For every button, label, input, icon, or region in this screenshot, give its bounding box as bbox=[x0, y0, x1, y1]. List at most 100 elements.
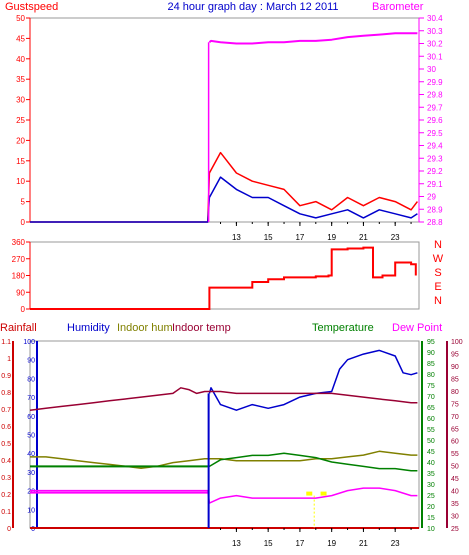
gust-tick-label: 35 bbox=[16, 75, 25, 84]
x-tick-label: 13 bbox=[232, 539, 241, 548]
humidity-tick-label: 30 bbox=[27, 470, 35, 477]
rainfall-label: Rainfall bbox=[0, 322, 37, 334]
x-tick-label: 17 bbox=[295, 539, 304, 548]
bottom-x-axis: 13 15 17 19 21 23 bbox=[220, 528, 412, 548]
wind-direction-plot-area bbox=[29, 241, 420, 310]
temperature-tick-label: 95 bbox=[427, 339, 435, 346]
barometer-tick-label: 30.2 bbox=[427, 40, 443, 49]
direction-tick-label: 270 bbox=[12, 255, 26, 264]
compass-letter: S bbox=[434, 267, 441, 279]
series-indoor-hum-line bbox=[30, 450, 418, 469]
x-tick-label: 21 bbox=[359, 539, 368, 548]
temperature-tick-label: 40 bbox=[427, 460, 435, 467]
temperature-tick-label: 25 bbox=[427, 493, 435, 500]
dew-point-tick-label: 95 bbox=[451, 351, 459, 358]
series-direction-line bbox=[30, 246, 417, 310]
temperature-tick-label: 80 bbox=[427, 372, 435, 379]
temp-humidity-series bbox=[29, 349, 419, 529]
barometer-tick-label: 29.6 bbox=[427, 116, 443, 125]
compass-letter: N bbox=[434, 295, 442, 307]
direction-tick-label: 180 bbox=[12, 272, 26, 281]
temperature-tick-label: 35 bbox=[427, 471, 435, 478]
humidity-tick-label: 70 bbox=[27, 395, 35, 402]
dew-point-tick-label: 45 bbox=[451, 476, 459, 483]
highlight-marker bbox=[320, 491, 327, 496]
dew-point-tick-label: 60 bbox=[451, 439, 459, 446]
series-labels: Rainfall Humidity Indoor hum Indoor temp Tem… bbox=[0, 322, 442, 334]
x-tick-label: 19 bbox=[327, 233, 336, 242]
series-dew-point-line bbox=[30, 487, 418, 504]
temperature-tick-label: 90 bbox=[427, 350, 435, 357]
series-wind-line bbox=[30, 176, 418, 223]
barometer-tick-label: 29 bbox=[427, 193, 436, 202]
rainfall-tick-label: 1.1 bbox=[1, 339, 11, 346]
direction-tick-label: 0 bbox=[21, 305, 26, 314]
barometer-tick-label: 28.8 bbox=[427, 218, 443, 227]
gust-tick-label: 45 bbox=[16, 34, 25, 43]
gust-tick-label: 15 bbox=[16, 157, 25, 166]
x-tick-label: 21 bbox=[359, 233, 368, 242]
barometer-axis: 28.8 28.9 29 29.1 29.2 29.3 29.4 29.5 29.6 29.7 29… bbox=[418, 14, 443, 227]
chart-title: 24 hour graph day : March 12 2011 bbox=[167, 1, 338, 13]
gust-barometer-panel: Gustspeed 24 hour graph day : March 12 2… bbox=[5, 1, 443, 242]
humidity-tick-label: 40 bbox=[27, 451, 35, 458]
rainfall-tick-label: 0.9 bbox=[1, 373, 11, 380]
temperature-tick-label: 10 bbox=[427, 526, 435, 533]
dew-point-tick-label: 40 bbox=[451, 489, 459, 496]
dew-point-tick-label: 100 bbox=[451, 339, 463, 346]
temp-humidity-panel: Rainfall Humidity Indoor hum Indoor temp Tem… bbox=[0, 322, 463, 548]
dew-point-tick-label: 80 bbox=[451, 389, 459, 396]
temperature-tick-label: 50 bbox=[427, 438, 435, 445]
series-indoor-temp-line bbox=[29, 387, 418, 411]
rainfall-tick-label: 0.8 bbox=[1, 390, 11, 397]
rainfall-tick-label: 1 bbox=[7, 356, 11, 363]
direction-tick-label: 90 bbox=[16, 288, 25, 297]
compass-letter: N bbox=[434, 239, 442, 251]
temperature-tick-label: 70 bbox=[427, 394, 435, 401]
humidity-tick-label: 90 bbox=[27, 358, 35, 365]
temperature-tick-label: 45 bbox=[427, 449, 435, 456]
temperature-tick-label: 20 bbox=[427, 504, 435, 511]
gust-axis: 0 5 10 15 20 25 30 35 40 45 50 bbox=[16, 14, 31, 227]
gust-tick-label: 25 bbox=[16, 116, 25, 125]
barometer-tick-label: 30 bbox=[427, 65, 436, 74]
humidity-tick-label: 60 bbox=[27, 414, 35, 421]
temperature-tick-label: 55 bbox=[427, 427, 435, 434]
rainfall-tick-label: 0.4 bbox=[1, 458, 11, 465]
temperature-tick-label: 60 bbox=[427, 416, 435, 423]
barometer-tick-label: 29.4 bbox=[427, 142, 443, 151]
gust-tick-label: 20 bbox=[16, 136, 25, 145]
humidity-tick-label: 80 bbox=[27, 376, 35, 383]
series-gustspeed-line bbox=[30, 151, 418, 223]
wind-direction-series bbox=[30, 246, 417, 310]
rainfall-tick-label: 0.1 bbox=[1, 509, 11, 516]
humidity-label: Humidity bbox=[67, 322, 110, 334]
x-tick-label: 15 bbox=[264, 233, 273, 242]
gust-tick-label: 10 bbox=[16, 177, 25, 186]
indoor-hum-label: Indoor hum bbox=[117, 322, 173, 334]
gust-tick-label: 5 bbox=[21, 198, 26, 207]
temperature-tick-label: 65 bbox=[427, 405, 435, 412]
series-barometer-line bbox=[208, 32, 418, 45]
barometer-tick-label: 29.8 bbox=[427, 91, 443, 100]
barometer-tick-label: 29.9 bbox=[427, 78, 443, 87]
gustspeed-title: Gustspeed bbox=[5, 1, 58, 13]
x-tick-label: 17 bbox=[295, 233, 304, 242]
barometer-tick-label: 29.1 bbox=[427, 180, 443, 189]
direction-degrees-axis: 0 90 180 270 360 bbox=[12, 238, 31, 314]
compass-letter: W bbox=[433, 253, 444, 265]
dew-point-tick-label: 70 bbox=[451, 414, 459, 421]
gust-tick-label: 30 bbox=[16, 96, 25, 105]
gust-tick-label: 40 bbox=[16, 55, 25, 64]
temperature-label: Temperature bbox=[312, 322, 374, 334]
rainfall-tick-label: 0.6 bbox=[1, 424, 11, 431]
bottom-axes: 0 0.1 0.2 0.3 0.4 0.5 0.6 0.7 0.8 0.9 1 1.1 0 10 20 30 4… bbox=[1, 339, 463, 533]
indoor-temp-label: Indoor temp bbox=[172, 322, 231, 334]
gust-tick-label: 50 bbox=[16, 14, 25, 23]
barometer-tick-label: 29.7 bbox=[427, 103, 443, 112]
dew-point-tick-label: 90 bbox=[451, 364, 459, 371]
rainfall-tick-label: 0 bbox=[7, 526, 11, 533]
